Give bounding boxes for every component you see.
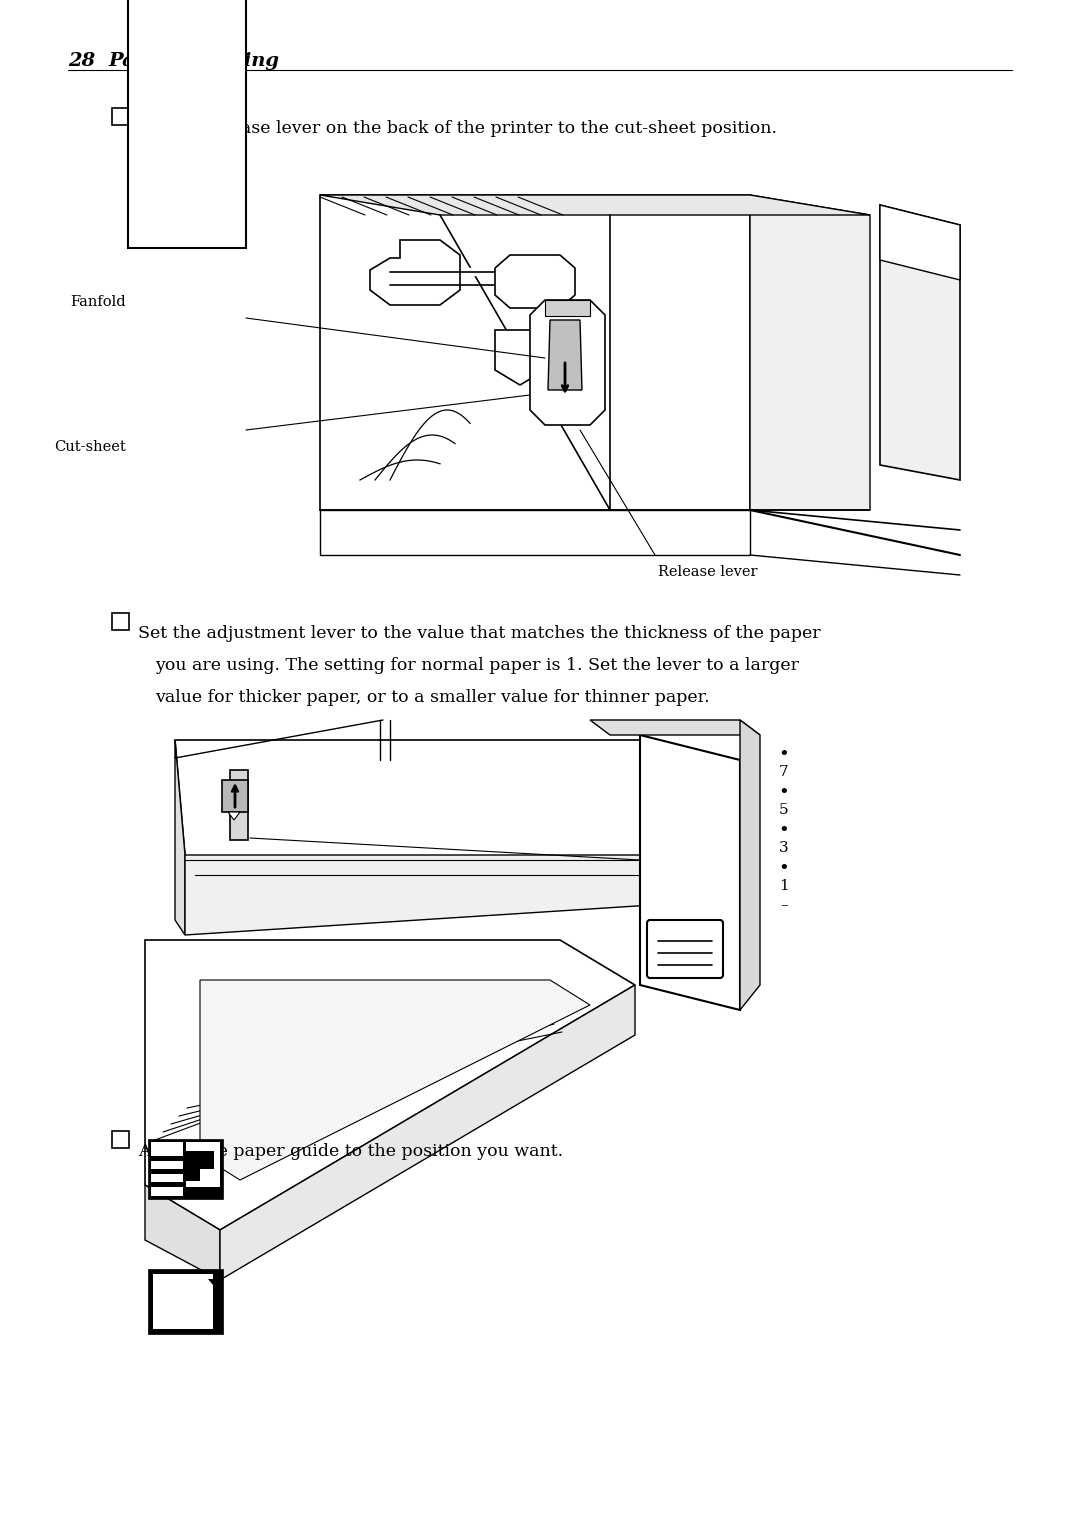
Polygon shape bbox=[880, 205, 960, 480]
Polygon shape bbox=[320, 511, 750, 555]
Text: Set the adjustment lever to the value that matches the thickness of the paper: Set the adjustment lever to the value th… bbox=[138, 625, 821, 642]
Polygon shape bbox=[750, 196, 870, 511]
Text: Fanfold: Fanfold bbox=[70, 295, 126, 309]
Bar bbox=[222, 780, 248, 812]
Polygon shape bbox=[145, 1185, 220, 1280]
Polygon shape bbox=[495, 255, 575, 307]
Polygon shape bbox=[220, 985, 635, 1280]
Polygon shape bbox=[640, 735, 740, 1011]
Text: 3: 3 bbox=[779, 841, 788, 855]
Polygon shape bbox=[320, 196, 750, 511]
Polygon shape bbox=[495, 330, 545, 385]
Bar bbox=[148, 1269, 222, 1333]
Polygon shape bbox=[880, 205, 960, 280]
Polygon shape bbox=[740, 720, 760, 1011]
Bar bbox=[186, 1151, 214, 1180]
Text: Cut-sheet: Cut-sheet bbox=[54, 440, 126, 454]
Polygon shape bbox=[228, 812, 240, 820]
Polygon shape bbox=[175, 740, 730, 901]
Text: 5: 5 bbox=[779, 803, 788, 816]
Bar bbox=[148, 1139, 222, 1199]
FancyBboxPatch shape bbox=[647, 920, 723, 979]
Text: 1: 1 bbox=[779, 879, 788, 893]
Text: you are using. The setting for normal paper is 1. Set the lever to a larger: you are using. The setting for normal pa… bbox=[156, 657, 799, 674]
Polygon shape bbox=[370, 240, 460, 304]
Text: •: • bbox=[779, 823, 789, 839]
Bar bbox=[151, 1156, 183, 1161]
Polygon shape bbox=[175, 740, 185, 936]
Polygon shape bbox=[548, 320, 582, 390]
Bar bbox=[230, 771, 248, 839]
Text: •: • bbox=[779, 746, 789, 764]
Text: 7: 7 bbox=[779, 764, 788, 778]
Polygon shape bbox=[530, 300, 605, 425]
Text: value for thicker paper, or to a smaller value for thinner paper.: value for thicker paper, or to a smaller… bbox=[156, 690, 710, 706]
Text: 28: 28 bbox=[68, 52, 95, 70]
Text: Paper Handling: Paper Handling bbox=[108, 52, 279, 70]
Text: Adjust the paper guide to the position you want.: Adjust the paper guide to the position y… bbox=[138, 1144, 563, 1161]
Polygon shape bbox=[208, 1278, 218, 1290]
Polygon shape bbox=[185, 855, 730, 936]
Bar bbox=[112, 109, 129, 125]
Polygon shape bbox=[200, 1170, 214, 1180]
Bar bbox=[112, 1131, 129, 1148]
Bar bbox=[153, 1274, 213, 1329]
Text: Release lever: Release lever bbox=[658, 566, 757, 579]
Polygon shape bbox=[590, 720, 760, 735]
Text: •: • bbox=[779, 784, 789, 803]
Bar bbox=[129, 0, 246, 248]
Bar bbox=[151, 1182, 183, 1187]
Polygon shape bbox=[320, 196, 870, 216]
Polygon shape bbox=[145, 940, 635, 1229]
Text: –: – bbox=[780, 898, 787, 911]
Text: •: • bbox=[779, 859, 789, 878]
Text: Set the release lever on the back of the printer to the cut-sheet position.: Set the release lever on the back of the… bbox=[138, 119, 777, 138]
Polygon shape bbox=[200, 980, 590, 1180]
Polygon shape bbox=[545, 300, 590, 317]
Bar bbox=[151, 1170, 183, 1174]
Bar bbox=[151, 1142, 183, 1196]
Bar bbox=[186, 1142, 220, 1187]
Bar bbox=[112, 613, 129, 630]
